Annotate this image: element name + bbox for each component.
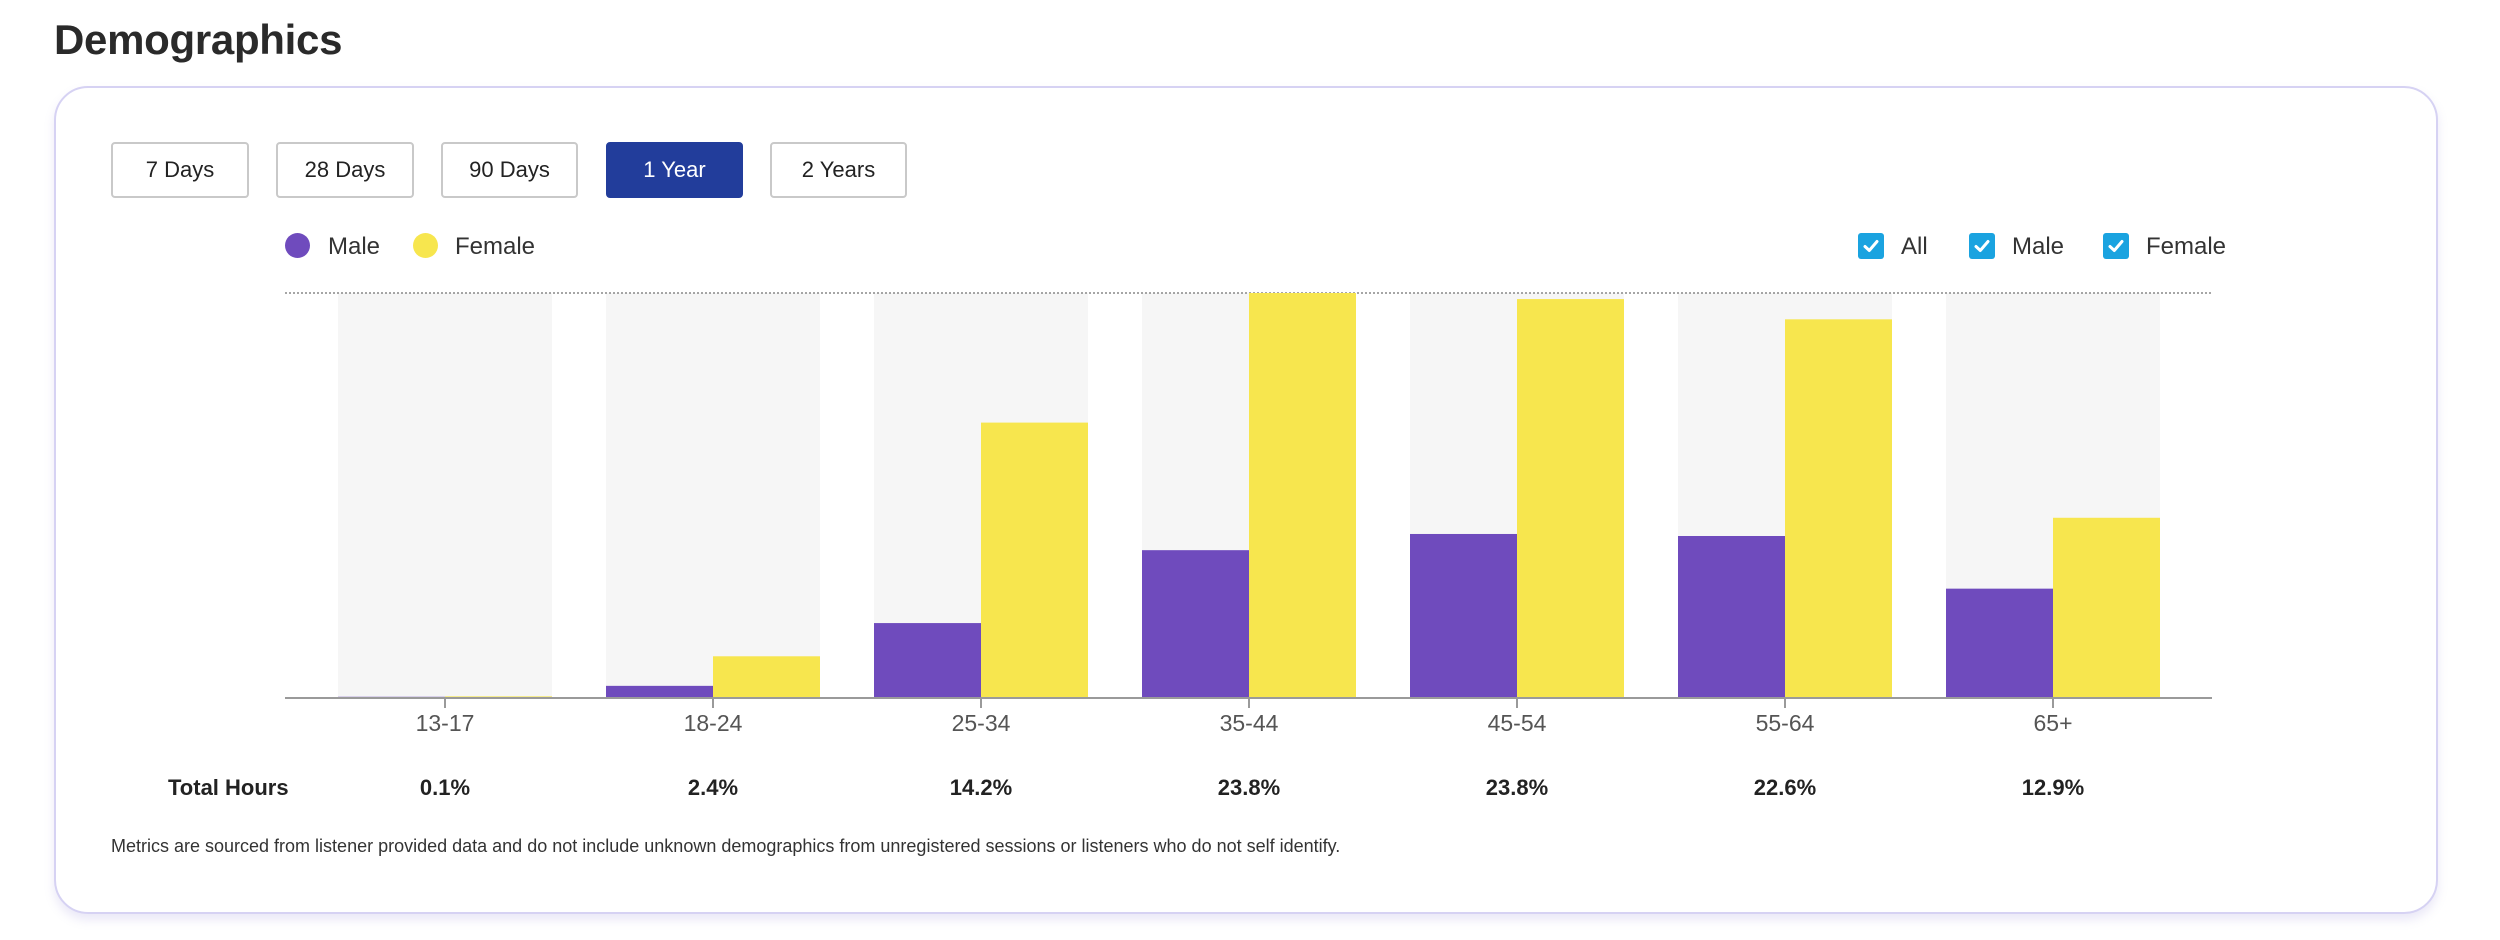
bar-female-45-54[interactable] bbox=[1517, 299, 1624, 698]
legend-female-dot bbox=[413, 233, 438, 258]
filter-male-checkbox[interactable] bbox=[1969, 233, 1995, 259]
total-hours-value-13-17: 0.1% bbox=[419, 775, 471, 800]
bar-female-65+[interactable] bbox=[2053, 517, 2160, 698]
x-tick-label-25-34: 25-34 bbox=[952, 710, 1011, 736]
filter-all-checkbox[interactable] bbox=[1858, 233, 1884, 259]
bar-male-45-54[interactable] bbox=[1410, 533, 1517, 698]
bar-male-35-44[interactable] bbox=[1142, 550, 1249, 698]
bar-male-65+[interactable] bbox=[1946, 588, 2053, 698]
bar-female-55-64[interactable] bbox=[1785, 319, 1892, 698]
footnote: Metrics are sourced from listener provid… bbox=[111, 836, 1341, 856]
page-title: Demographics bbox=[54, 16, 343, 63]
total-hours-value-45-54: 23.8% bbox=[1485, 775, 1549, 800]
bar-female-18-24[interactable] bbox=[713, 656, 820, 698]
bar-male-25-34[interactable] bbox=[874, 623, 981, 698]
x-tick-label-65+: 65+ bbox=[2033, 710, 2072, 736]
range-button-90-days[interactable]: 90 Days bbox=[441, 142, 578, 198]
x-tick-label-13-17: 13-17 bbox=[416, 710, 475, 736]
bar-male-18-24[interactable] bbox=[606, 685, 713, 698]
total-hours-value-35-44: 23.8% bbox=[1217, 775, 1281, 800]
filter-all-label: All bbox=[1901, 233, 1928, 260]
total-hours-value-18-24: 2.4% bbox=[687, 775, 739, 800]
x-tick-label-55-64: 55-64 bbox=[1756, 710, 1815, 736]
legend-female-label: Female bbox=[455, 233, 536, 260]
x-tick-label-18-24: 18-24 bbox=[684, 710, 743, 736]
category-background-13-17 bbox=[338, 293, 552, 698]
bar-female-25-34[interactable] bbox=[981, 422, 1088, 698]
total-hours-value-25-34: 14.2% bbox=[949, 775, 1013, 800]
bar-female-35-44[interactable] bbox=[1249, 293, 1356, 698]
checkmark-icon bbox=[1974, 240, 1990, 252]
range-button-1-year[interactable]: 1 Year bbox=[606, 142, 743, 198]
checkmark-icon bbox=[2108, 240, 2124, 252]
legend-male-label: Male bbox=[328, 233, 381, 260]
bar-male-55-64[interactable] bbox=[1678, 536, 1785, 698]
total-hours-value-55-64: 22.6% bbox=[1753, 775, 1817, 800]
category-background-18-24 bbox=[606, 293, 820, 698]
filter-female-checkbox[interactable] bbox=[2103, 233, 2129, 259]
x-tick-label-45-54: 45-54 bbox=[1488, 710, 1547, 736]
x-tick-label-35-44: 35-44 bbox=[1220, 710, 1279, 736]
total-hours-value-65+: 12.9% bbox=[2021, 775, 2085, 800]
total-hours-label: Total Hours bbox=[168, 775, 289, 800]
range-button-28-days[interactable]: 28 Days bbox=[276, 142, 414, 198]
checkmark-icon bbox=[1863, 240, 1879, 252]
range-button-2-years[interactable]: 2 Years bbox=[770, 142, 907, 198]
filter-male-label: Male bbox=[2012, 233, 2065, 260]
filter-female-label: Female bbox=[2146, 233, 2227, 260]
legend-male-dot bbox=[285, 233, 310, 258]
range-button-7-days[interactable]: 7 Days bbox=[111, 142, 249, 198]
